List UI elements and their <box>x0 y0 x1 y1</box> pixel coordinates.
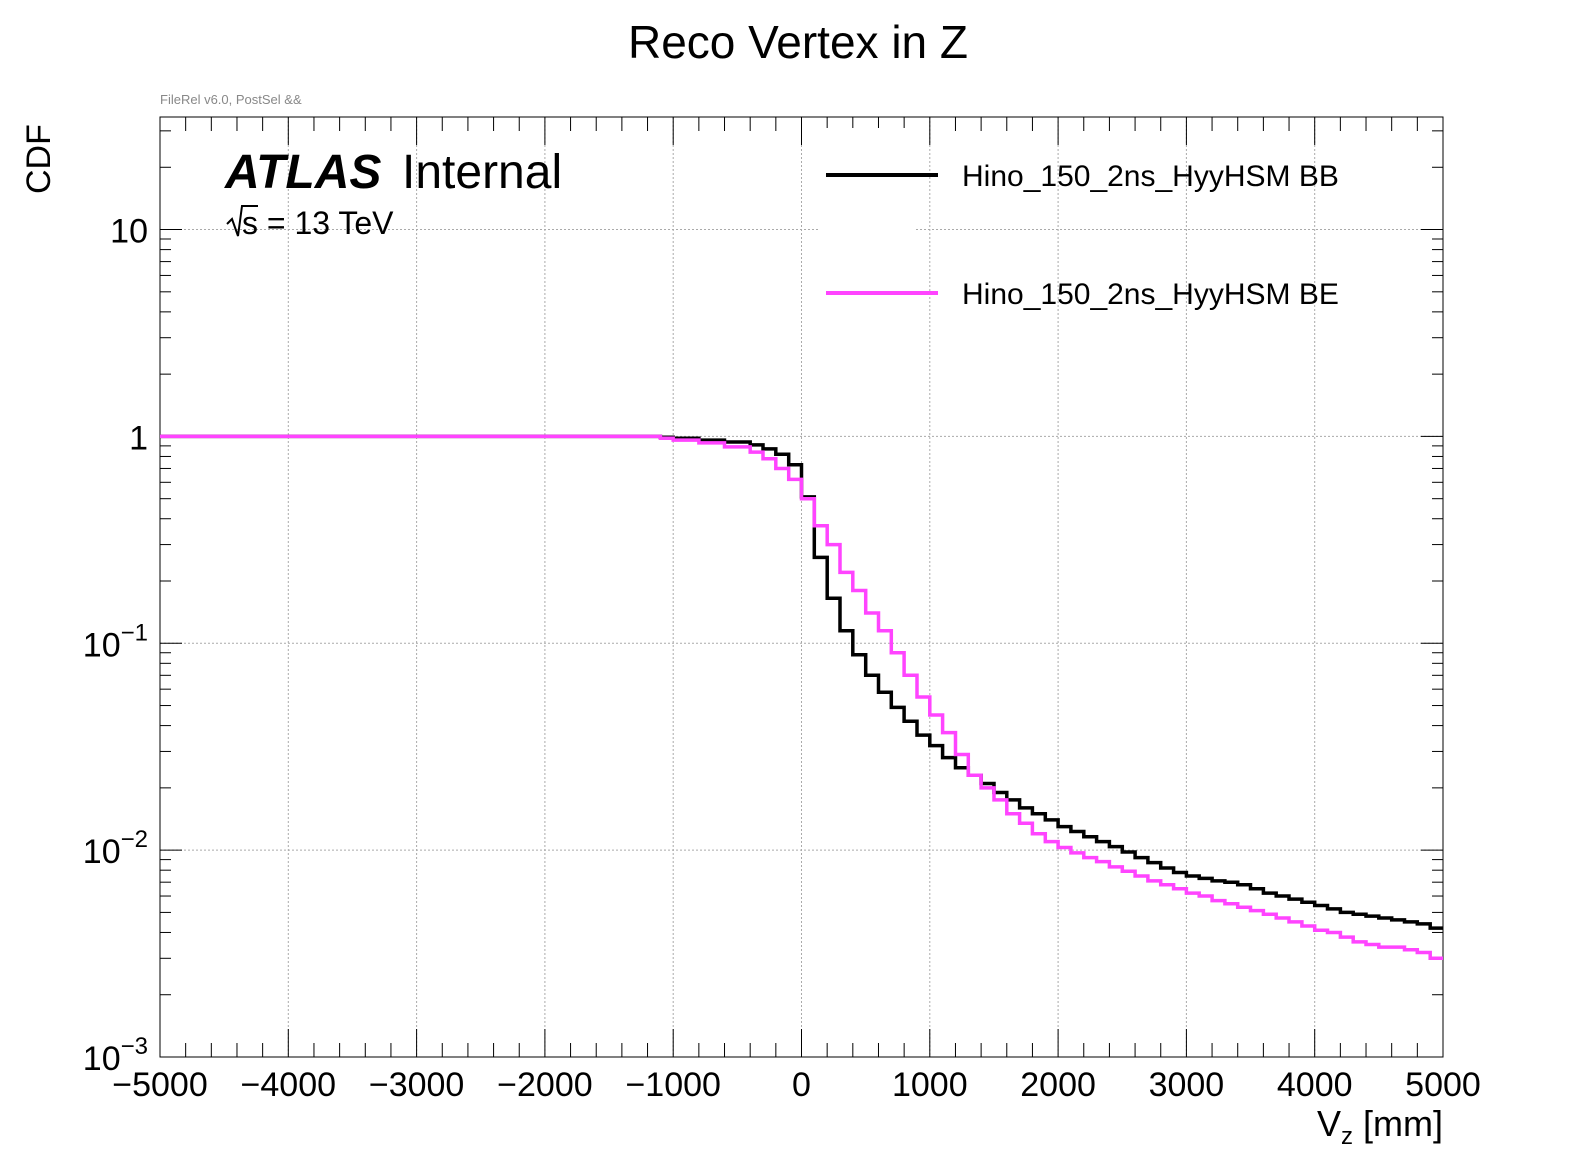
y-tick-base: 10 <box>110 213 148 251</box>
grid-lines <box>160 117 1443 1057</box>
y-tick-exponent: −3 <box>121 1033 148 1060</box>
series-line-be <box>160 434 1443 961</box>
x-tick-label: −1000 <box>625 1066 721 1104</box>
y-tick-base: 10 <box>83 626 121 664</box>
x-tick-label: −4000 <box>241 1066 337 1104</box>
chart-title: Reco Vertex in Z <box>628 16 968 68</box>
series-line-bb <box>160 434 1443 930</box>
x-axis-label-unit: [mm] <box>1353 1103 1443 1144</box>
sqrt-symbol <box>226 205 258 237</box>
y-tick-label: 10−3 <box>83 1033 148 1078</box>
legend: Hino_150_2ns_HyyHSM BB Hino_150_2ns_HyyHS… <box>820 128 1339 336</box>
x-axis-label: Vz [mm] <box>1317 1103 1443 1150</box>
x-tick-label: 4000 <box>1277 1066 1353 1104</box>
y-tick-exponent: −2 <box>121 826 148 853</box>
y-tick-base: 10 <box>83 1040 121 1078</box>
y-tick-base: 1 <box>129 419 148 457</box>
legend-background <box>820 128 916 336</box>
x-tick-label: 2000 <box>1020 1066 1096 1104</box>
y-tick-label: 10−2 <box>83 826 148 871</box>
y-tick-label: 10−1 <box>83 619 148 664</box>
x-tick-label: 3000 <box>1149 1066 1225 1104</box>
legend-entry-label: Hino_150_2ns_HyyHSM BE <box>962 278 1339 311</box>
atlas-internal-label: Internal <box>402 146 562 199</box>
atlas-brand: ATLAS <box>224 146 381 199</box>
file-release-note: FileRel v6.0, PostSel && <box>160 92 302 107</box>
x-tick-label: −3000 <box>369 1066 465 1104</box>
x-tick-label: 0 <box>792 1066 811 1104</box>
y-axis-label: CDF <box>20 124 58 194</box>
x-axis-label-sub: z <box>1341 1123 1353 1150</box>
x-axis-label-var: V <box>1317 1103 1341 1144</box>
x-axis: −5000 −4000 −3000 −2000 −1000 0 1000 2000 3000 40… <box>112 117 1481 1104</box>
series-layer <box>160 434 1443 961</box>
energy-label: s = 13 TeV <box>242 205 394 241</box>
y-tick-label: 10 <box>110 213 148 251</box>
y-tick-exponent: −1 <box>121 619 148 646</box>
y-tick-base: 10 <box>83 833 121 871</box>
x-tick-label: 5000 <box>1405 1066 1481 1104</box>
x-tick-label: 1000 <box>892 1066 968 1104</box>
legend-entry-label: Hino_150_2ns_HyyHSM BB <box>962 160 1339 193</box>
x-tick-label: −2000 <box>497 1066 593 1104</box>
y-tick-label: 1 <box>129 419 148 457</box>
x-tick-label: −5000 <box>112 1066 208 1104</box>
